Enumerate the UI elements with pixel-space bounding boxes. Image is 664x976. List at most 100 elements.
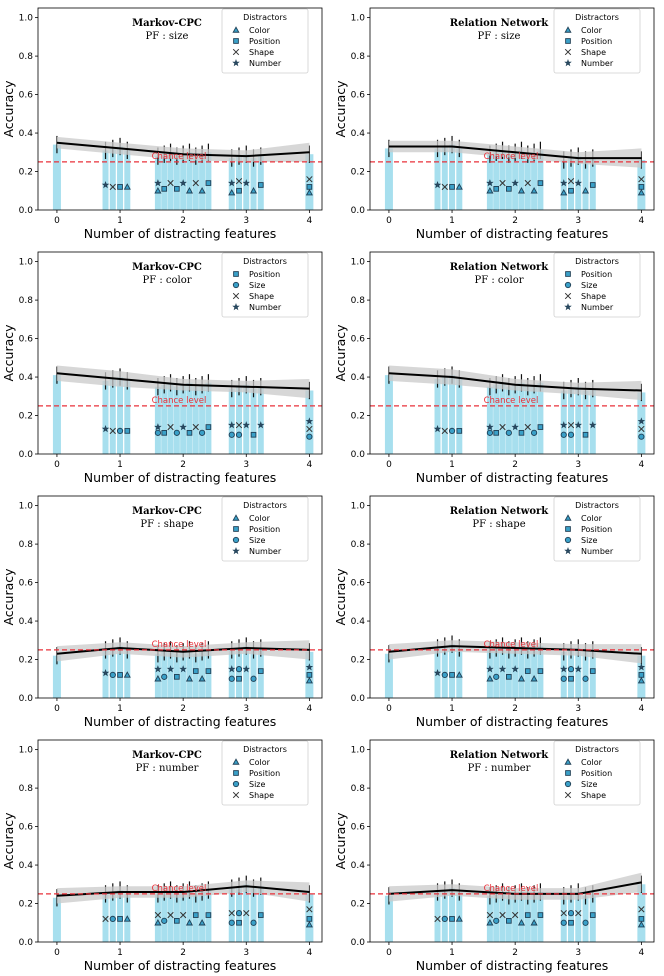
triangle-marker	[185, 675, 194, 682]
star-marker	[559, 665, 568, 673]
bar	[582, 895, 589, 942]
x-marker	[102, 915, 109, 923]
chart-title: Markov-CPC	[132, 506, 202, 517]
circle-marker	[235, 431, 243, 438]
y-tick-label: 0.8	[351, 296, 366, 306]
y-tick-label: 0.8	[351, 52, 366, 62]
bar	[243, 384, 250, 454]
bar	[205, 382, 212, 454]
circle-marker	[638, 433, 645, 440]
x-marker	[441, 183, 448, 191]
triangle-marker	[228, 188, 236, 196]
legend-size-marker	[232, 536, 240, 544]
square-marker	[257, 912, 264, 918]
triangle-marker	[123, 915, 131, 922]
bar	[117, 146, 124, 210]
legend-size-marker	[564, 281, 572, 289]
legend-size-label: Size	[581, 281, 598, 290]
star-marker	[101, 669, 110, 677]
bar	[236, 156, 243, 210]
star-marker	[242, 421, 251, 429]
star-marker	[574, 665, 583, 673]
star-marker	[486, 665, 494, 673]
star-marker	[637, 663, 646, 671]
bar	[109, 148, 116, 210]
legend-color-marker	[564, 514, 572, 521]
x-tick-label: 4	[639, 460, 645, 470]
bar	[449, 888, 456, 942]
y-axis-label: Accuracy	[1, 568, 16, 626]
square-marker	[205, 424, 212, 430]
triangle-marker	[486, 187, 494, 194]
y-tick-label: 0.0	[351, 694, 366, 704]
star-marker	[637, 417, 646, 425]
bar	[124, 380, 131, 454]
x-tick-label: 0	[386, 948, 392, 958]
chance-label: Chance level	[484, 152, 539, 162]
y-tick-label: 0.2	[19, 168, 33, 178]
square-marker	[205, 668, 212, 674]
bar	[499, 891, 506, 942]
axes-frame	[369, 7, 655, 211]
circle-marker	[560, 431, 567, 438]
circle-marker	[154, 429, 162, 436]
bar	[434, 148, 441, 210]
star-marker	[242, 179, 251, 187]
bar	[117, 890, 124, 942]
x-tick-label: 0	[386, 704, 392, 714]
legend-color-label: Color	[581, 26, 603, 35]
circle-marker	[250, 675, 257, 682]
legend-shape-marker	[564, 791, 572, 799]
bar	[449, 644, 456, 698]
bar	[568, 388, 575, 454]
x-marker	[638, 425, 645, 433]
star-marker	[257, 421, 265, 429]
triangle-marker	[486, 675, 494, 682]
square-marker	[524, 668, 531, 674]
square-marker	[161, 186, 168, 192]
x-tick-label: 3	[243, 948, 249, 958]
bar	[456, 378, 463, 454]
legend-box	[553, 8, 641, 74]
x-tick-label: 1	[117, 948, 123, 958]
bar	[199, 891, 206, 942]
bar	[305, 154, 314, 210]
bar	[589, 649, 596, 698]
circle-marker	[493, 673, 500, 680]
bar	[161, 384, 168, 454]
legend-color-marker	[232, 758, 240, 765]
y-axis-label: Accuracy	[1, 812, 16, 870]
chart-panel-5: Chance level 0.0 0.2 0.4 0.6 0.8 1.0 0 1 2 3 4 Numbe…	[1, 495, 323, 729]
chart-title: Relation Network	[450, 18, 549, 29]
bar	[531, 647, 538, 698]
star-marker	[559, 179, 568, 187]
bar	[434, 891, 441, 942]
square-marker	[306, 916, 313, 922]
chart-panel-2: Chance level 0.0 0.2 0.4 0.6 0.8 1.0 0 1 2 3 4 Numbe…	[333, 7, 655, 241]
x-tick-label: 2	[180, 704, 186, 714]
triangle-marker	[517, 675, 526, 682]
y-axis-label: Accuracy	[333, 80, 348, 138]
circle-marker	[493, 917, 500, 924]
square-marker	[257, 668, 264, 674]
legend-position-label: Position	[581, 37, 612, 46]
y-tick-label: 0.0	[19, 694, 34, 704]
bar	[575, 891, 582, 942]
x-marker	[243, 909, 250, 917]
legend-title: Distractors	[575, 745, 619, 754]
square-marker	[589, 668, 596, 674]
x-marker	[512, 911, 519, 919]
star-marker	[179, 665, 187, 673]
bar	[173, 386, 180, 454]
x-tick-label: 1	[117, 460, 123, 470]
bar	[102, 380, 109, 454]
bar	[384, 375, 393, 454]
legend-position-label: Position	[581, 525, 612, 534]
chart-subtitle: PF : number	[136, 763, 199, 774]
legend-size-marker	[564, 780, 572, 788]
x-tick-label: 0	[386, 216, 392, 226]
y-tick-label: 0.6	[19, 335, 34, 345]
star-marker	[574, 421, 583, 429]
bar	[186, 649, 193, 698]
bar	[109, 378, 116, 454]
